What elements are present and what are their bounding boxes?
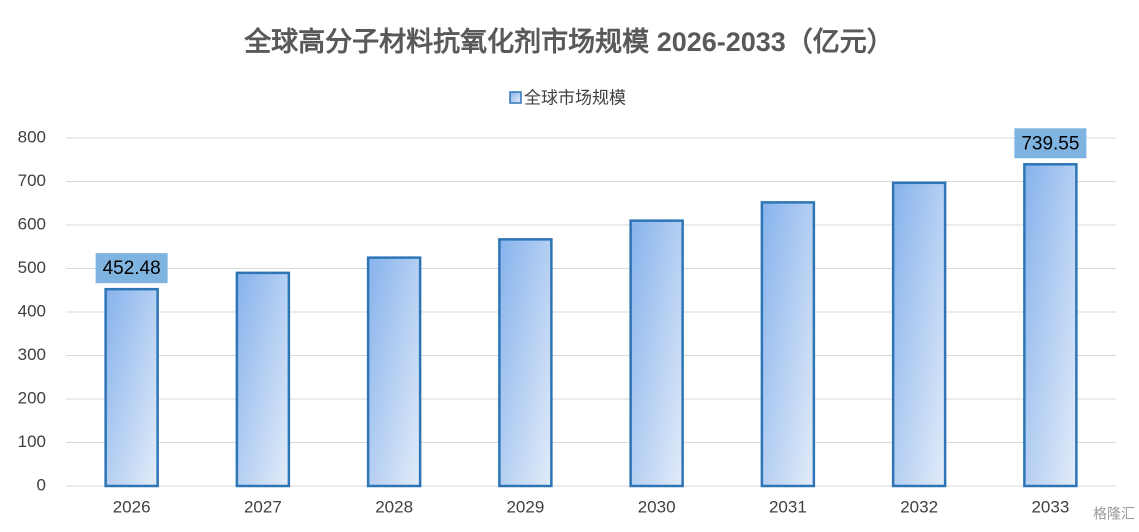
- y-tick-label: 100: [18, 432, 46, 451]
- bar: [104, 287, 159, 488]
- bar: [498, 238, 553, 488]
- x-tick-label: 2026: [113, 497, 151, 516]
- x-tick-label: 2033: [1031, 497, 1069, 516]
- x-tick-label: 2027: [244, 497, 282, 516]
- bar: [760, 201, 816, 488]
- y-tick-label: 200: [18, 388, 46, 407]
- y-tick-label: 300: [18, 345, 46, 364]
- x-tick-label: 2032: [900, 497, 938, 516]
- y-tick-label: 700: [18, 171, 46, 190]
- chart-title: 全球高分子材料抗氧化剂市场规模 2026-2033（亿元）: [243, 26, 894, 57]
- data-label-box: [95, 253, 168, 284]
- legend-swatch: [509, 91, 522, 104]
- x-tick-label: 2031: [769, 497, 807, 516]
- y-tick-label: 400: [18, 301, 46, 320]
- data-label-box: [1014, 128, 1087, 159]
- legend-label: 全球市场规模: [524, 88, 626, 107]
- x-tick-label: 2029: [506, 497, 544, 516]
- bar: [1023, 163, 1078, 488]
- y-tick-label: 0: [37, 475, 46, 494]
- data-label: 452.48: [103, 258, 161, 279]
- bar: [235, 271, 291, 488]
- watermark: 格隆汇: [1093, 506, 1135, 522]
- bar: [629, 219, 684, 488]
- x-tick-label: 2028: [375, 497, 413, 516]
- bar: [891, 181, 947, 488]
- data-label: 739.55: [1021, 133, 1079, 154]
- y-tick-label: 800: [18, 127, 46, 146]
- bar: [366, 256, 422, 488]
- x-tick-label: 2030: [638, 497, 676, 516]
- y-tick-label: 500: [18, 258, 46, 277]
- y-tick-label: 600: [18, 214, 46, 233]
